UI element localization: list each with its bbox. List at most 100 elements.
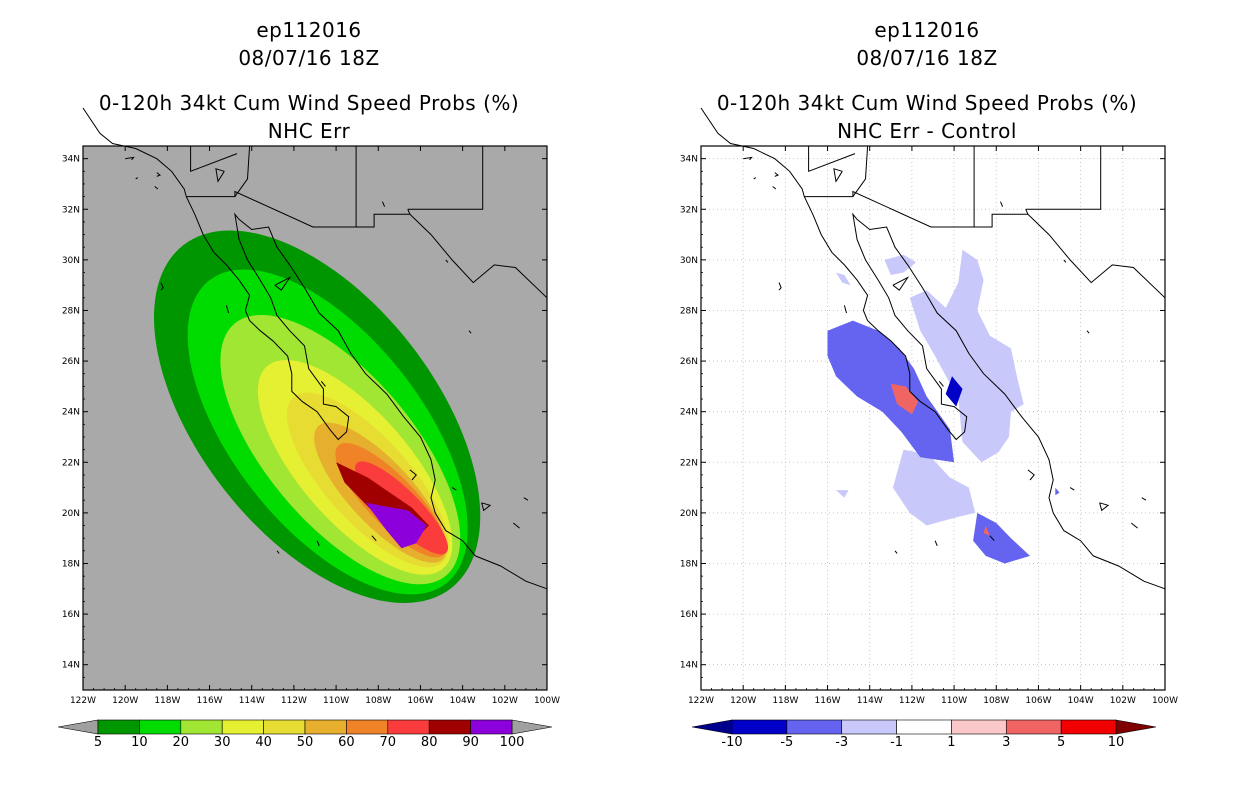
difference-contour: [945, 376, 963, 407]
island-outline: [125, 156, 135, 161]
right-coastline: [700, 107, 1166, 590]
island-outline: [481, 502, 492, 512]
island-outline: [833, 168, 843, 183]
colorbar-label: 40: [255, 735, 272, 750]
lon-label: 116W: [197, 696, 223, 706]
island-outline: [316, 540, 320, 546]
difference-contour: [884, 254, 917, 275]
lat-label: 14N: [62, 661, 80, 671]
island-outline: [225, 305, 229, 314]
lon-label: 120W: [730, 696, 756, 706]
island-outline: [892, 276, 910, 291]
lat-label: 20N: [680, 509, 698, 519]
lon-label: 122W: [688, 696, 714, 706]
colorbar-segment: [1060, 719, 1117, 735]
lon-label: 112W: [899, 696, 925, 706]
lat-label: 34N: [680, 155, 698, 165]
lon-label: 104W: [450, 696, 476, 706]
colorbar-label: -3: [835, 735, 848, 750]
lon-label: 116W: [815, 696, 841, 706]
colorbar-label: 100: [500, 735, 525, 750]
lat-label: 16N: [62, 610, 80, 620]
colorbar-segment: [896, 719, 952, 735]
left-datetime: 08/07/16 18Z: [238, 46, 380, 70]
colorbar-segment: [428, 719, 471, 735]
left-storm-id: ep112016: [256, 18, 362, 42]
us-mexico-border: [804, 190, 1166, 299]
colorbar-segment: [731, 719, 788, 735]
lat-label: 32N: [62, 205, 80, 215]
left-probability-contours: [154, 230, 481, 603]
difference-contour: [1055, 487, 1060, 496]
colorbar-label: 10: [131, 735, 148, 750]
lat-label: 28N: [62, 306, 80, 316]
coastline-main: [700, 107, 1166, 590]
colorbar-label: 80: [421, 735, 438, 750]
island-outline: [774, 172, 779, 177]
lat-label: 22N: [62, 458, 80, 468]
lat-label: 18N: [680, 559, 698, 569]
colorbar-segment: [263, 719, 306, 735]
right-axis-ticks: 122W 120W 118W 116W 114W 112W 110W 108W 106W 104W…: [680, 145, 1178, 706]
probability-contour: [365, 502, 427, 549]
lat-label: 24N: [62, 408, 80, 418]
lon-label: 118W: [772, 696, 798, 706]
colorbar-segment: [951, 719, 1007, 735]
right-colorbar: -10 -5 -3 -1 1 3 5 10: [691, 719, 1157, 750]
island-outline: [1069, 487, 1075, 491]
island-outline: [743, 156, 753, 161]
lat-label: 30N: [62, 256, 80, 266]
right-title: 0-120h 34kt Cum Wind Speed Probs (%): [716, 91, 1138, 115]
island-outline: [753, 177, 757, 180]
difference-contour: [973, 512, 1030, 564]
lat-label: 16N: [680, 610, 698, 620]
lon-label: 100W: [1152, 696, 1178, 706]
island-outline: [135, 177, 139, 180]
colorbar-label: 30: [214, 735, 231, 750]
island-outline: [934, 540, 938, 546]
colorbar-over-arrow: [511, 719, 553, 735]
difference-contour: [827, 320, 955, 463]
island-outline: [778, 282, 782, 291]
difference-contour: [836, 272, 851, 286]
coastline-main: [82, 107, 548, 590]
colorbar-label: 5: [94, 735, 102, 750]
lon-label: 104W: [1068, 696, 1094, 706]
lon-label: 102W: [492, 696, 518, 706]
colorbar-label: 20: [173, 735, 190, 750]
colorbar-label: 1: [947, 735, 955, 750]
island-outline: [160, 282, 164, 291]
lat-label: 26N: [62, 357, 80, 367]
colorbar-label: 90: [462, 735, 479, 750]
lat-label: 24N: [680, 408, 698, 418]
island-outline: [274, 276, 292, 291]
island-outline: [154, 186, 159, 190]
difference-contour: [909, 249, 1024, 463]
left-title: 0-120h 34kt Cum Wind Speed Probs (%): [98, 91, 520, 115]
left-axis-ticks: 122W 120W 118W 116W 114W 112W 110W 108W 106W 104W…: [62, 145, 560, 706]
colorbar-segment: [221, 719, 264, 735]
lon-label: 100W: [534, 696, 560, 706]
lon-label: 114W: [239, 696, 265, 706]
colorbar-segment: [841, 719, 897, 735]
lon-label: 108W: [365, 696, 391, 706]
lon-label: 112W: [281, 696, 307, 706]
island-outline: [1141, 497, 1147, 501]
island-outline: [843, 305, 847, 314]
colorbar-label: 60: [338, 735, 355, 750]
colorbar-segment: [786, 719, 843, 735]
island-outline: [468, 330, 472, 334]
difference-contour: [983, 525, 990, 536]
island-outline: [1130, 522, 1138, 529]
island-outline: [1000, 201, 1004, 207]
lat-label: 32N: [680, 205, 698, 215]
lon-label: 108W: [983, 696, 1009, 706]
colorbar-segment: [304, 719, 347, 735]
colorbar-segment: [1005, 719, 1062, 735]
colorbar-segment: [470, 719, 513, 735]
colorbar-over-arrow: [1115, 719, 1157, 735]
lon-label: 118W: [154, 696, 180, 706]
lon-label: 110W: [941, 696, 967, 706]
lat-label: 30N: [680, 256, 698, 266]
colorbar-under-arrow: [691, 719, 733, 735]
